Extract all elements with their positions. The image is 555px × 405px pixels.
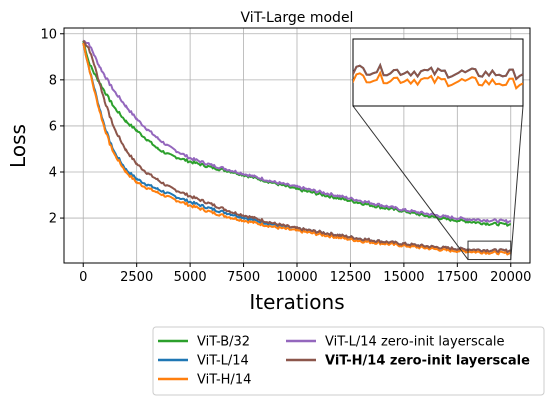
- chart-title: ViT-Large model: [241, 10, 354, 26]
- x-tick-label: 17500: [437, 270, 478, 285]
- inset-series-group: [353, 62, 523, 90]
- x-tick-label: 5000: [174, 270, 207, 285]
- x-tick-label: 15000: [383, 270, 424, 285]
- y-axis-ticks: 2 4 6 8 10: [40, 27, 64, 227]
- inset-series-line-4: [353, 62, 523, 81]
- y-tick-label: 10: [40, 27, 57, 42]
- x-tick-label: 12500: [330, 270, 371, 285]
- zoom-region-box: [467, 240, 512, 261]
- legend-label-4: ViT-H/14 zero-init layerscale: [325, 354, 530, 369]
- series-line-0: [82, 40, 512, 227]
- zoom-inset: [352, 38, 524, 261]
- series-line-4: [82, 40, 512, 253]
- legend: ViT-B/32 ViT-L/14 ViT-H/14 ViT-L/14 zero-in…: [152, 326, 545, 396]
- inset-frame: [352, 38, 524, 107]
- x-axis-ticks: 0 2500 5000 7500 10000 12500 15000 17500 20000: [79, 263, 531, 285]
- x-tick-label: 2500: [120, 270, 153, 285]
- zoom-connector-right: [510, 105, 524, 260]
- y-tick-label: 8: [49, 73, 57, 88]
- x-tick-label: 10000: [276, 270, 317, 285]
- x-tick-label: 7500: [227, 270, 260, 285]
- x-axis-label: Iterations: [249, 290, 344, 314]
- y-axis-label: Loss: [6, 124, 30, 168]
- x-tick-label: 0: [79, 270, 87, 285]
- y-tick-label: 2: [49, 212, 57, 227]
- zoom-connector-left: [352, 105, 469, 260]
- legend-label-0: ViT-B/32: [197, 335, 250, 350]
- legend-frame: [152, 326, 545, 396]
- y-tick-label: 4: [49, 165, 57, 180]
- x-tick-label: 20000: [490, 270, 531, 285]
- series-line-3: [82, 39, 512, 224]
- inset-series-line-2: [353, 70, 523, 90]
- legend-label-1: ViT-L/14: [197, 354, 249, 369]
- legend-label-2: ViT-H/14: [197, 373, 251, 388]
- main-series-group: [82, 39, 512, 256]
- legend-label-3: ViT-L/14 zero-init layerscale: [325, 335, 505, 350]
- y-tick-label: 6: [49, 119, 57, 134]
- series-line-2: [82, 42, 512, 256]
